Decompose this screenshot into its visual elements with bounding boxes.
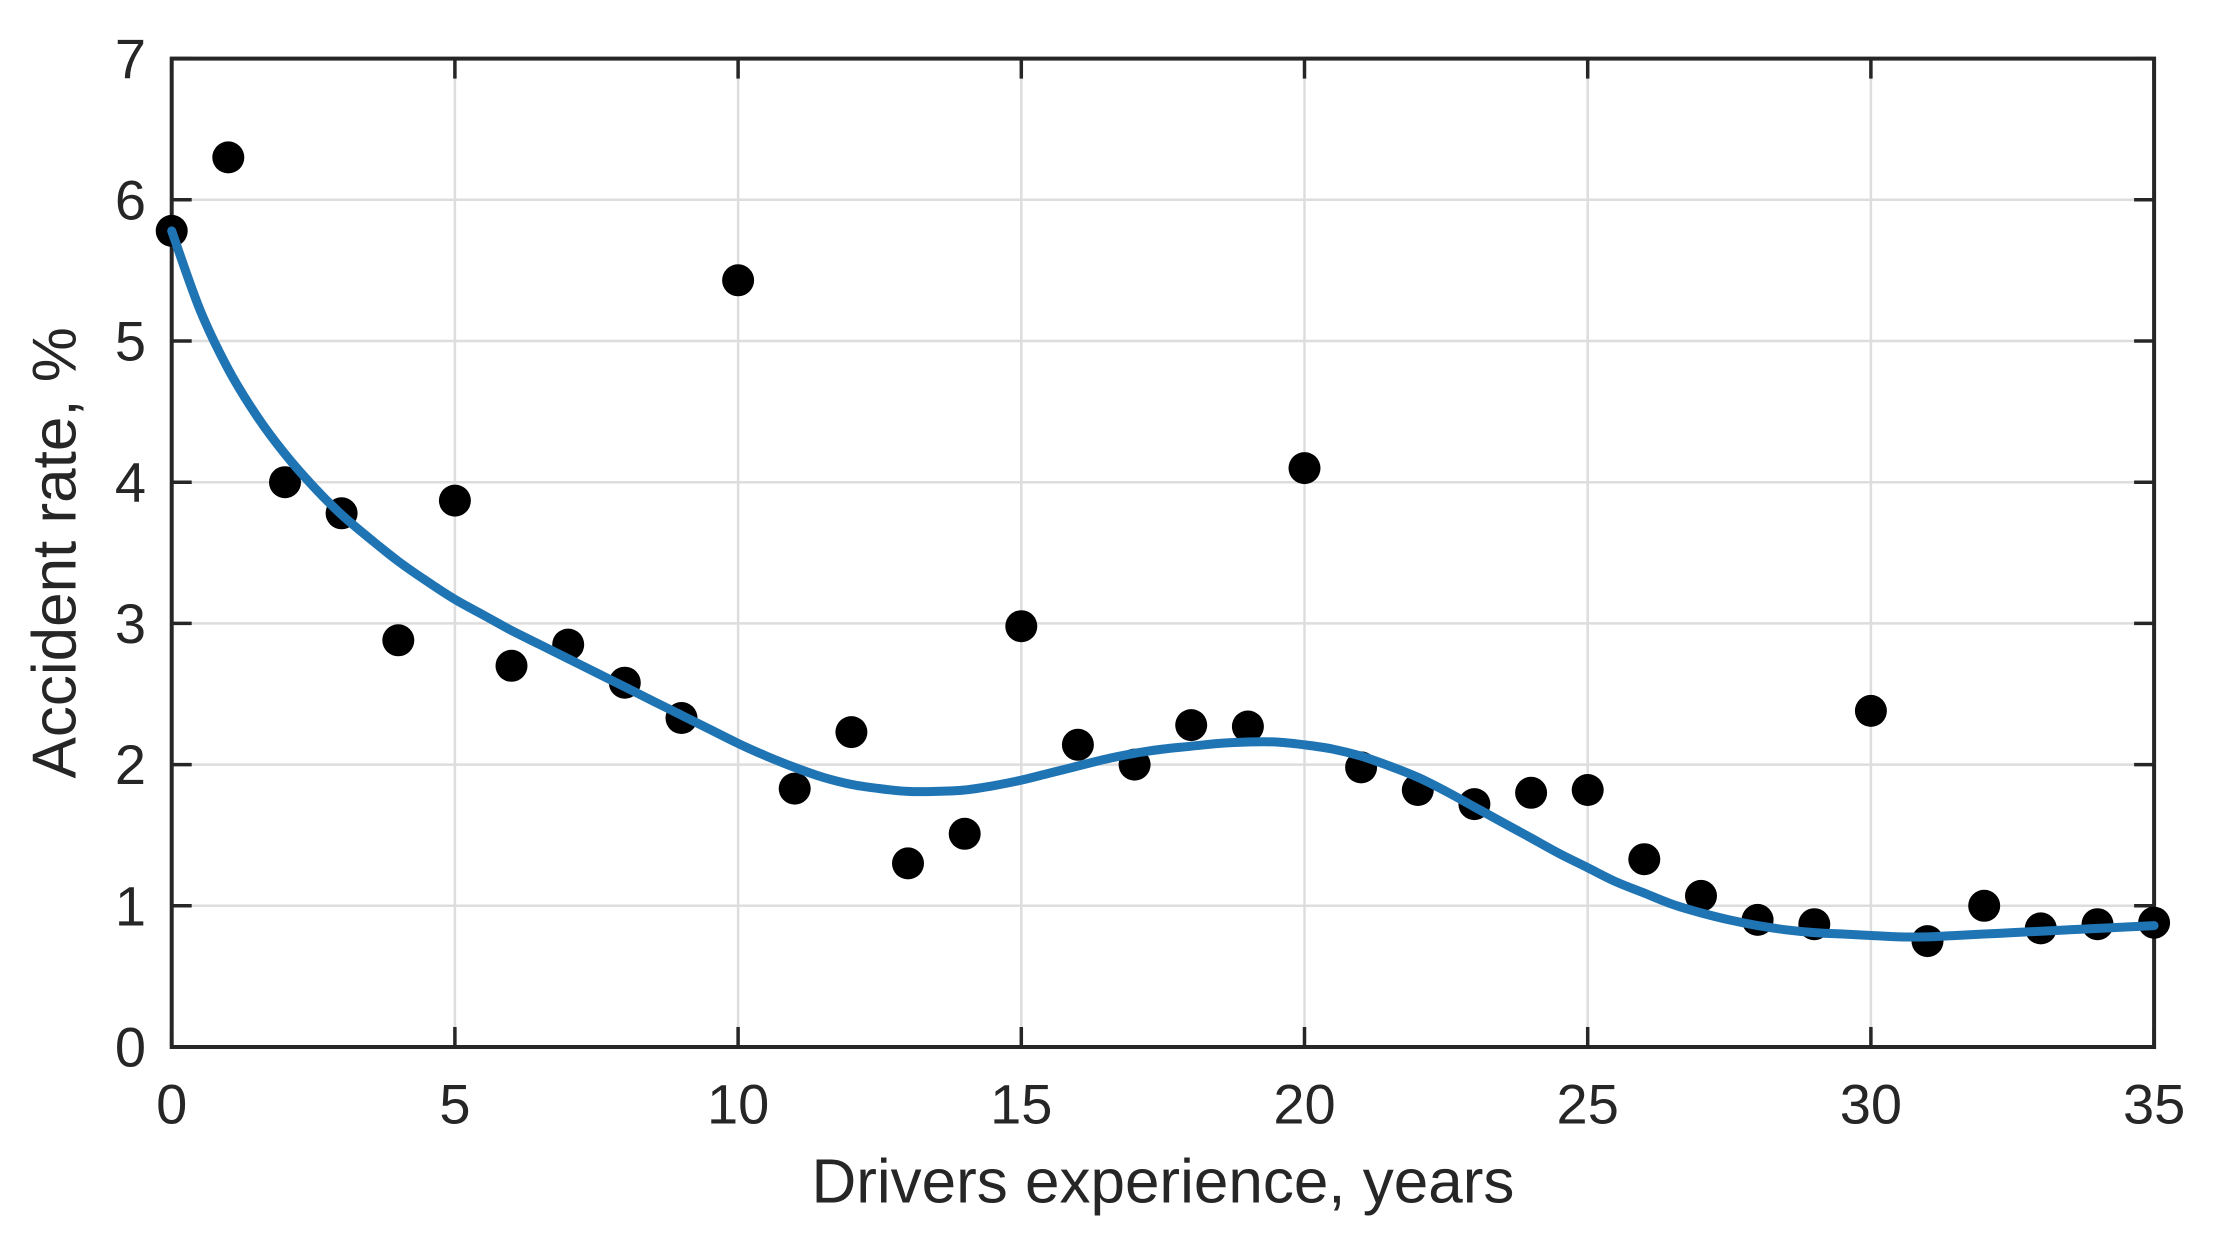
- data-point: [1515, 776, 1548, 809]
- scatter-points-layer: [155, 141, 2171, 958]
- x-tick-label: 5: [439, 1073, 470, 1136]
- data-point: [948, 817, 981, 850]
- y-tick-label: 6: [115, 168, 146, 231]
- data-point: [212, 141, 245, 174]
- x-axis-title: Drivers experience, years: [811, 1148, 1514, 1217]
- x-tick-label: 25: [1557, 1073, 1619, 1136]
- x-tick-label: 10: [707, 1073, 769, 1136]
- y-tick-label: 1: [115, 874, 146, 937]
- x-tick-label: 20: [1273, 1073, 1335, 1136]
- y-tick-label: 3: [115, 592, 146, 655]
- y-tick-label: 0: [115, 1016, 146, 1079]
- data-point: [1854, 694, 1887, 727]
- y-axis-title: Accident rate, %: [21, 327, 90, 778]
- data-point: [1288, 452, 1321, 485]
- data-point: [1571, 774, 1604, 806]
- x-tick-labels: 0 5 10 15 20 25 30 35: [156, 1073, 2185, 1136]
- data-point: [1231, 710, 1264, 743]
- plot-border-box: [169, 56, 2157, 1050]
- data-point: [1685, 879, 1717, 912]
- data-point: [1968, 889, 2001, 922]
- tick-marks-layer: [169, 56, 2156, 1049]
- x-tick-label: 35: [2123, 1073, 2185, 1136]
- data-point: [722, 264, 755, 297]
- y-tick-labels: 0 1 2 3 4 5 6 7: [115, 27, 146, 1078]
- data-point: [1175, 709, 1208, 742]
- data-point: [382, 624, 415, 657]
- data-point: [1005, 610, 1038, 643]
- x-tick-label: 15: [990, 1073, 1052, 1136]
- y-tick-label: 4: [115, 451, 146, 514]
- x-tick-label: 30: [1840, 1073, 1902, 1136]
- y-tick-label: 7: [115, 27, 146, 90]
- data-point: [495, 649, 528, 682]
- data-point: [1628, 843, 1661, 876]
- data-point: [438, 484, 471, 517]
- data-point: [778, 772, 811, 805]
- data-point: [835, 716, 868, 749]
- data-point: [1061, 728, 1094, 761]
- y-tick-label: 5: [115, 310, 146, 373]
- data-point: [892, 847, 924, 880]
- data-point: [269, 466, 301, 499]
- gridlines-layer: [171, 58, 2155, 1047]
- x-tick-label: 0: [156, 1073, 187, 1136]
- y-tick-label: 2: [115, 733, 146, 796]
- fit-curve-line: [167, 226, 2159, 942]
